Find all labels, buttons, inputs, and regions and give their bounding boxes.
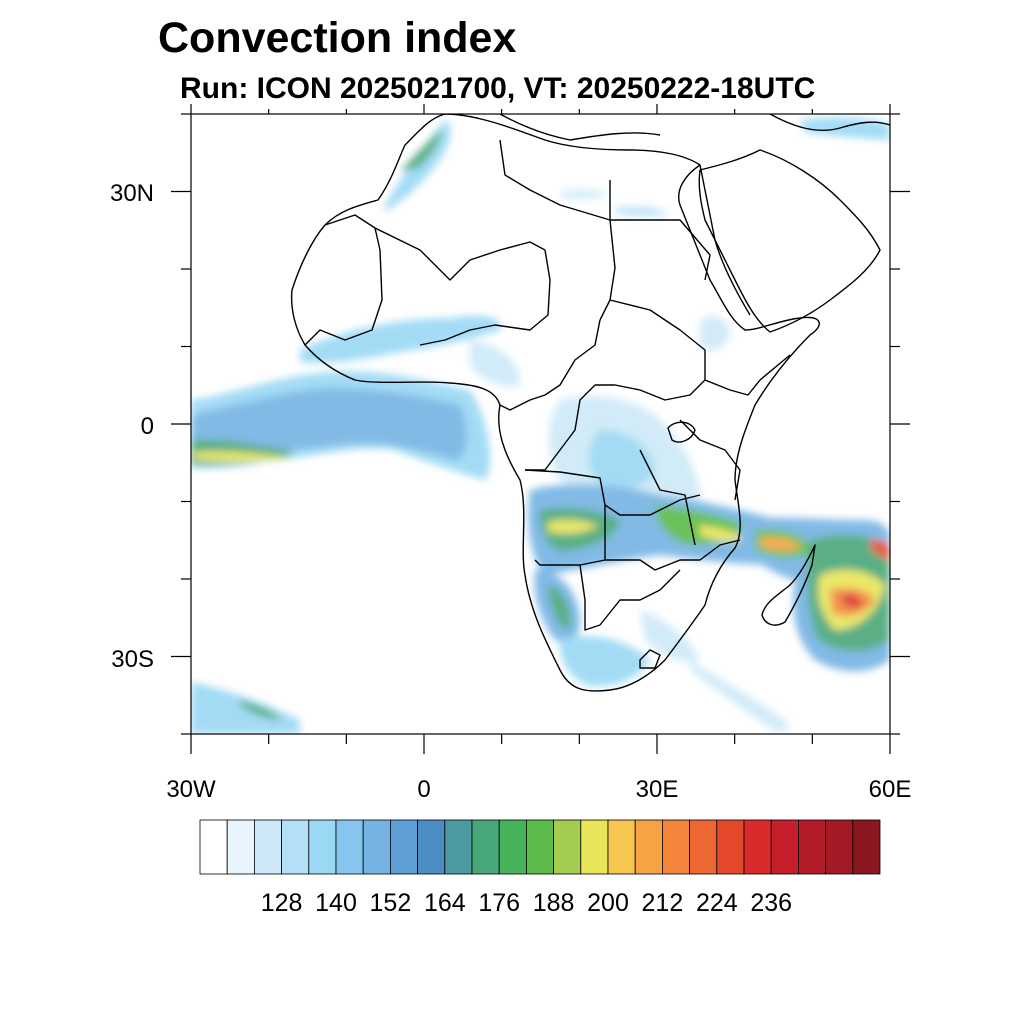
map-title: Convection index xyxy=(158,14,517,62)
colorbar-swatch xyxy=(553,819,582,875)
colorbar-swatch xyxy=(662,819,691,875)
colorbar-swatch xyxy=(607,819,636,875)
colorbar-swatch xyxy=(362,819,391,875)
colorbar-swatch xyxy=(580,819,609,875)
lat-tick-label-30s: 30S xyxy=(111,646,154,673)
colorbar-swatch xyxy=(417,819,446,875)
colorbar-label: 188 xyxy=(533,889,575,917)
colorbar-swatch xyxy=(852,819,881,875)
lat-tick-label-30n: 30N xyxy=(110,180,154,207)
colorbar-swatch xyxy=(770,819,799,875)
coastlines-borders xyxy=(290,114,890,692)
lon-tick-label-30e: 30E xyxy=(636,776,679,803)
colorbar-swatch xyxy=(634,819,663,875)
colorbar-swatch xyxy=(716,819,745,875)
colorbar-swatch xyxy=(689,819,718,875)
colorbar-swatch xyxy=(335,819,364,875)
colorbar-label: 200 xyxy=(587,889,629,917)
colorbar-swatch xyxy=(526,819,555,875)
colorbar-swatch xyxy=(471,819,500,875)
colorbar-label: 176 xyxy=(478,889,520,917)
colorbar-swatch xyxy=(498,819,527,875)
colorbar-swatch xyxy=(389,819,418,875)
colorbar: 128 140 152 164 176 188 200 212 224 236 xyxy=(199,819,881,917)
colorbar-swatch xyxy=(253,819,282,875)
colorbar-swatch xyxy=(199,819,228,875)
colorbar-swatch xyxy=(825,819,854,875)
convection-field xyxy=(191,117,890,734)
colorbar-swatch xyxy=(281,819,310,875)
run-info-subtitle: Run: ICON 2025021700, VT: 20250222-18UTC xyxy=(180,72,816,105)
colorbar-swatch xyxy=(226,819,255,875)
colorbar-label: 152 xyxy=(370,889,412,917)
lat-tick-label-0: 0 xyxy=(141,413,154,440)
colorbar-label: 128 xyxy=(261,889,303,917)
lon-tick-label-0: 0 xyxy=(417,776,430,803)
colorbar-swatch xyxy=(308,819,337,875)
colorbar-label: 236 xyxy=(750,889,792,917)
lon-tick-label-30w: 30W xyxy=(166,776,216,803)
colorbar-swatch xyxy=(743,819,772,875)
colorbar-swatch xyxy=(444,819,473,875)
colorbar-label: 164 xyxy=(424,889,466,917)
colorbar-swatch xyxy=(798,819,827,875)
colorbar-label: 140 xyxy=(315,889,357,917)
map-ticks xyxy=(171,104,910,754)
colorbar-label: 224 xyxy=(696,889,738,917)
lon-tick-label-60e: 60E xyxy=(869,776,912,803)
colorbar-label: 212 xyxy=(642,889,684,917)
